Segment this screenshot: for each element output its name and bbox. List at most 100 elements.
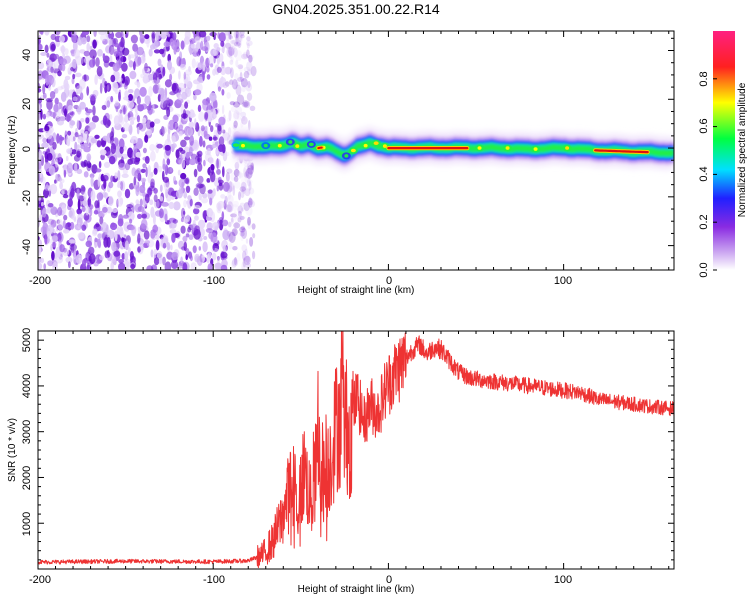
noise-speckle: [164, 261, 172, 270]
ridge-hotspot: [308, 142, 314, 147]
noise-speckle: [237, 77, 245, 82]
noise-speckle: [142, 75, 149, 84]
noise-speckle: [222, 132, 230, 141]
noise-speckle: [144, 134, 149, 143]
snr-series-line: [38, 331, 674, 569]
noise-speckle: [47, 59, 52, 65]
noise-speckle: [113, 250, 121, 257]
noise-speckle: [70, 31, 77, 36]
noise-speckle: [44, 125, 50, 132]
noise-speckle: [201, 197, 209, 204]
noise-speckle: [181, 159, 186, 169]
noise-speckle: [93, 31, 97, 38]
noise-speckle: [164, 182, 170, 193]
noise-speckle: [72, 58, 77, 69]
noise-speckle: [242, 257, 246, 268]
noise-speckle: [83, 192, 87, 201]
noise-speckle: [102, 53, 106, 60]
noise-speckle: [66, 162, 74, 174]
noise-speckle: [46, 148, 50, 153]
noise-speckle: [158, 73, 162, 80]
noise-speckle: [33, 224, 37, 232]
noise-speckle: [47, 203, 54, 208]
noise-speckle: [155, 239, 160, 251]
noise-speckle: [118, 262, 126, 270]
noise-speckle: [202, 192, 208, 199]
noise-speckle: [168, 220, 173, 229]
noise-speckle: [234, 161, 240, 170]
noise-speckle: [98, 210, 105, 219]
noise-speckle: [247, 200, 253, 206]
noise-speckle: [182, 235, 188, 242]
noise-speckle: [152, 214, 156, 225]
noise-speckle: [194, 36, 201, 43]
noise-speckle: [38, 38, 41, 45]
noise-speckle: [121, 73, 125, 84]
noise-speckle: [69, 243, 78, 251]
noise-speckle: [241, 53, 249, 60]
noise-speckle: [110, 143, 116, 155]
noise-speckle: [82, 142, 89, 147]
noise-speckle: [115, 76, 123, 83]
noise-speckle: [215, 148, 219, 155]
noise-speckle: [121, 173, 129, 178]
noise-speckle: [214, 262, 222, 270]
noise-speckle: [59, 181, 63, 190]
noise-speckle: [51, 250, 55, 261]
noise-speckle: [194, 253, 201, 263]
noise-speckle: [247, 80, 251, 89]
noise-speckle: [225, 204, 233, 213]
noise-speckle: [147, 164, 151, 176]
noise-speckle: [202, 100, 210, 111]
noise-speckle: [136, 115, 140, 123]
noise-speckle: [220, 264, 228, 270]
noise-speckle: [139, 184, 146, 194]
noise-speckle: [221, 104, 225, 115]
noise-speckle: [83, 146, 91, 153]
noise-speckle: [129, 218, 133, 224]
noise-speckle: [181, 207, 186, 219]
noise-speckle: [246, 92, 253, 102]
noise-speckle: [147, 173, 152, 184]
noise-speckle: [241, 101, 249, 108]
noise-speckle: [233, 120, 238, 129]
noise-speckle: [64, 190, 68, 196]
noise-speckle: [123, 33, 126, 38]
noise-speckle: [237, 217, 242, 223]
noise-speckle: [101, 104, 107, 111]
snr-ticks: [37, 330, 674, 570]
noise-speckle: [217, 256, 220, 265]
noise-speckle: [210, 171, 216, 183]
noise-speckle: [197, 104, 202, 112]
noise-speckle: [121, 134, 128, 139]
noise-speckle: [106, 206, 113, 214]
noise-speckle: [178, 94, 182, 100]
noise-speckle: [139, 34, 145, 44]
noise-speckle: [40, 226, 47, 234]
noise-speckle: [205, 216, 209, 221]
noise-speckle: [155, 234, 160, 241]
noise-speckle: [122, 56, 126, 62]
noise-speckle: [32, 153, 36, 157]
noise-speckle: [103, 236, 109, 248]
noise-speckle: [51, 235, 59, 242]
ridge-hotspot: [263, 143, 268, 148]
noise-speckle: [139, 86, 147, 97]
noise-speckle: [193, 94, 197, 101]
noise-speckle: [92, 105, 96, 116]
noise-speckle: [51, 241, 57, 248]
noise-speckle: [239, 230, 245, 237]
noise-speckle: [231, 228, 238, 237]
noise-speckle: [237, 31, 243, 37]
noise-speckle: [155, 31, 162, 40]
spectrogram-y-tick-labels: 40 20 0 -20 -40: [21, 49, 33, 255]
noise-speckle: [89, 207, 93, 217]
noise-speckle: [142, 163, 147, 169]
noise-speckle: [211, 252, 217, 261]
noise-speckle: [142, 147, 147, 154]
noise-speckle: [219, 77, 227, 88]
noise-speckle: [152, 224, 159, 233]
noise-speckle: [198, 111, 205, 122]
noise-speckle: [123, 76, 130, 86]
noise-speckle: [38, 245, 42, 256]
